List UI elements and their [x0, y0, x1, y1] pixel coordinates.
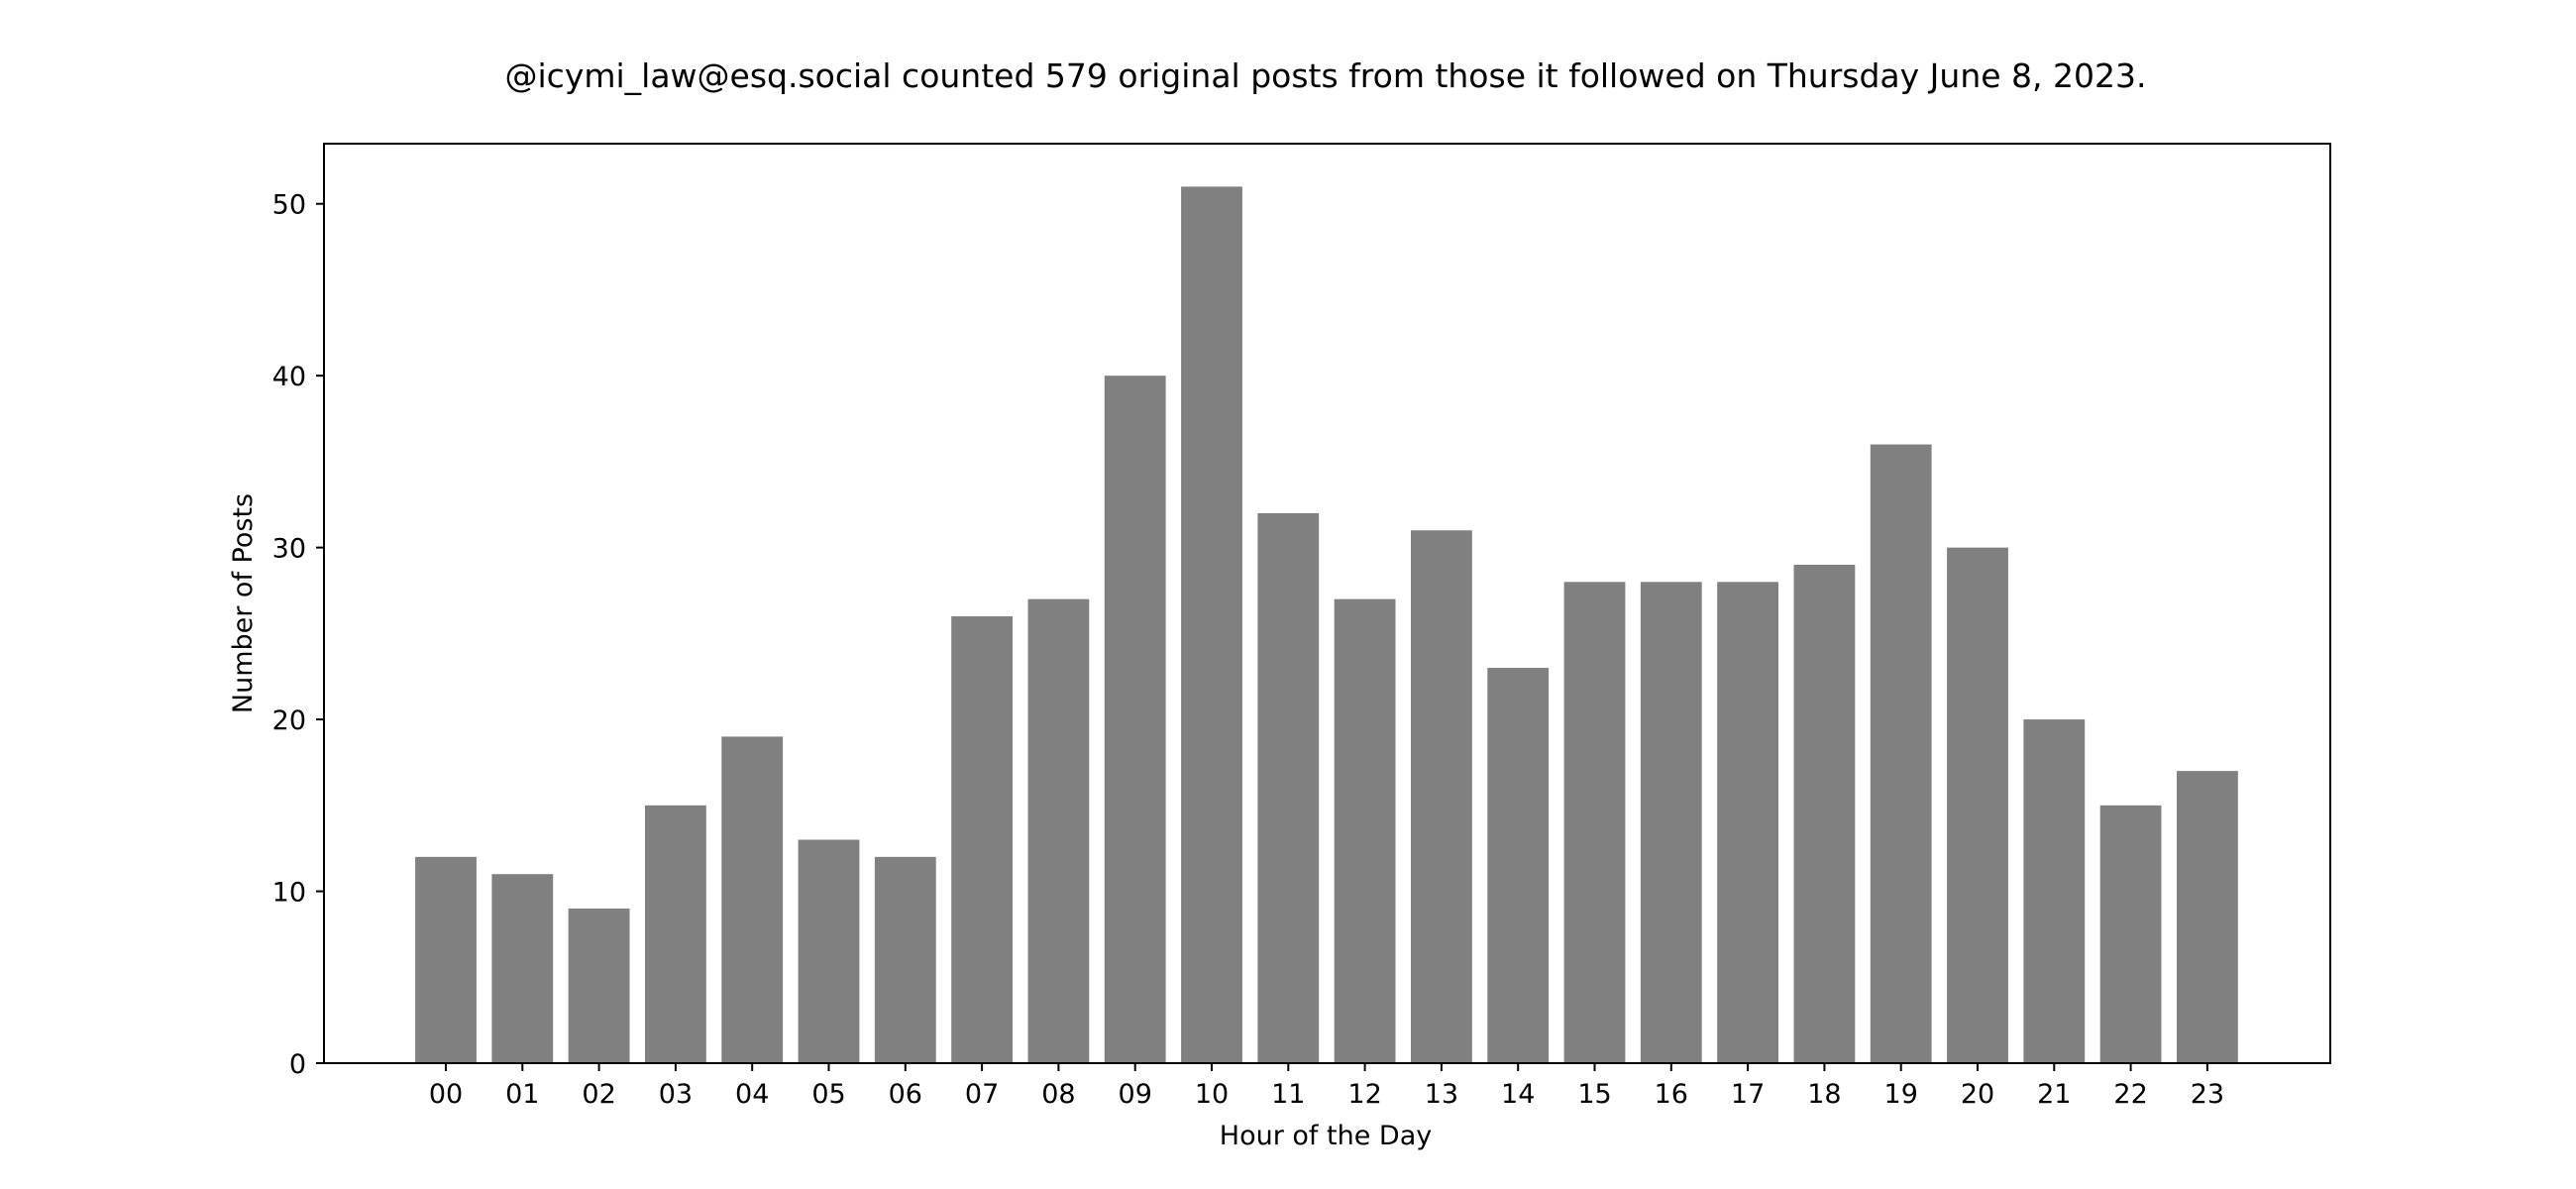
- bar-19: [1870, 444, 1932, 1063]
- bar-09: [1104, 376, 1166, 1063]
- y-tick-label-40: 40: [272, 362, 306, 392]
- bar-16: [1640, 582, 1702, 1063]
- bar-08: [1027, 598, 1090, 1063]
- bar-13: [1411, 530, 1472, 1063]
- x-tick-label-12: 12: [1347, 1079, 1381, 1110]
- x-tick-label-18: 18: [1807, 1079, 1841, 1110]
- bar-03: [645, 805, 706, 1063]
- bar-01: [491, 874, 554, 1063]
- bar-05: [798, 839, 860, 1063]
- x-tick-label-07: 07: [965, 1079, 999, 1110]
- y-tick-label-20: 20: [272, 705, 306, 736]
- bar-14: [1487, 668, 1550, 1063]
- y-tick-label-0: 0: [289, 1049, 306, 1080]
- chart-title: @icymi_law@esq.social counted 579 origin…: [505, 56, 2147, 95]
- x-tick-label-01: 01: [505, 1079, 539, 1110]
- x-tick-label-20: 20: [1961, 1079, 1994, 1110]
- bar-23: [2177, 771, 2238, 1063]
- x-tick-label-19: 19: [1884, 1079, 1918, 1110]
- bar-04: [721, 736, 784, 1063]
- x-tick-label-16: 16: [1655, 1079, 1688, 1110]
- x-tick-label-03: 03: [659, 1079, 693, 1110]
- bar-10: [1181, 186, 1242, 1064]
- x-tick-label-00: 00: [429, 1079, 463, 1110]
- x-tick-label-11: 11: [1271, 1079, 1305, 1110]
- bar-00: [415, 856, 477, 1063]
- x-tick-label-22: 22: [2113, 1079, 2147, 1110]
- plot-frame: [323, 143, 2331, 1064]
- x-tick-label-21: 21: [2037, 1079, 2071, 1110]
- x-tick-label-06: 06: [889, 1079, 922, 1110]
- y-tick-label-50: 50: [272, 190, 306, 221]
- x-tick-label-14: 14: [1501, 1079, 1535, 1110]
- bar-11: [1257, 512, 1320, 1063]
- x-tick-label-02: 02: [582, 1079, 615, 1110]
- bar-20: [1947, 547, 2008, 1063]
- bar-17: [1717, 582, 1778, 1063]
- x-tick-label-17: 17: [1731, 1079, 1765, 1110]
- bar-02: [568, 908, 630, 1063]
- x-tick-label-23: 23: [2191, 1079, 2224, 1110]
- bar-06: [874, 856, 936, 1063]
- bar-07: [951, 616, 1013, 1063]
- x-tick-label-05: 05: [811, 1079, 845, 1110]
- y-axis: 0 10 20 30 40 50: [272, 190, 324, 1080]
- bar-15: [1563, 582, 1626, 1063]
- x-tick-label-04: 04: [735, 1079, 769, 1110]
- bar-18: [1793, 564, 1856, 1063]
- x-axis-label: Hour of the Day: [1220, 1121, 1432, 1151]
- y-tick-label-10: 10: [272, 878, 306, 909]
- x-tick-label-15: 15: [1577, 1079, 1611, 1110]
- x-tick-label-08: 08: [1041, 1079, 1075, 1110]
- x-tick-label-10: 10: [1195, 1079, 1229, 1110]
- bar-22: [2099, 805, 2162, 1063]
- x-axis: 00 01 02 03 04 05 06 07 08 09 10 11 12 13 14 15 16 17 18 19…: [429, 1063, 2224, 1110]
- x-tick-label-09: 09: [1119, 1079, 1152, 1110]
- bar-12: [1334, 598, 1396, 1063]
- bars-group: [415, 186, 2238, 1064]
- y-axis-label: Number of Posts: [228, 493, 259, 713]
- bar-21: [2023, 719, 2086, 1063]
- y-tick-label-30: 30: [272, 534, 306, 565]
- x-tick-label-13: 13: [1425, 1079, 1458, 1110]
